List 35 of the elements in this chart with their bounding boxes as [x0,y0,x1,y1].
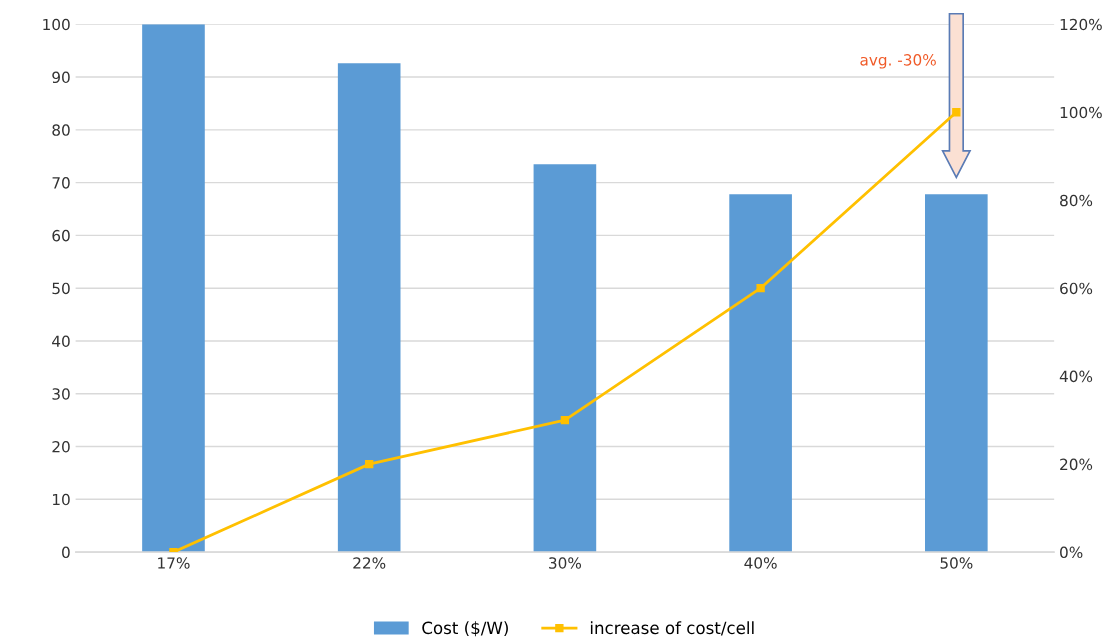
bar [142,24,205,553]
x-tick-label: 30% [549,557,582,569]
y-tick-label: 90 [52,71,70,84]
bar [533,164,597,553]
y-tick-label: 40 [52,335,70,347]
bar [337,63,401,553]
y-tick-label: 50 [52,282,70,295]
y2-tick-label: 100% [1060,106,1102,119]
y2-tick-label: 80% [1060,194,1093,207]
legend-label: increase of cost/cell [590,621,754,636]
legend-label: Cost ($/W) [422,621,508,637]
y2-tick-label: 60% [1060,282,1093,295]
point [952,108,961,117]
annotation: avg. -30% [860,54,936,69]
y-tick-label: 30 [52,388,70,400]
y2-tick-label: 0% [1060,546,1083,559]
y-tick-label: 20 [52,441,70,453]
y2-tick-label: 120% [1060,18,1102,31]
y2-tick-label: 40% [1059,370,1093,383]
bar [729,194,792,553]
y-tick-label: 0 [62,546,70,559]
point [560,415,570,425]
y-tick-label: 60 [52,229,70,242]
x-tick-label: 40% [744,557,777,569]
y-tick-label: 10 [52,493,70,506]
y2-tick-label: 20% [1060,458,1093,471]
y-tick-label: 70 [52,177,70,189]
x-tick-label: 22% [353,557,386,569]
x-tick-label: 17% [158,557,190,569]
y-tick-label: 80 [52,124,70,136]
point [756,284,765,293]
bar [925,194,988,553]
point [365,459,374,469]
y-tick-label: 100 [43,18,70,31]
x-tick-label: 50% [940,557,973,569]
